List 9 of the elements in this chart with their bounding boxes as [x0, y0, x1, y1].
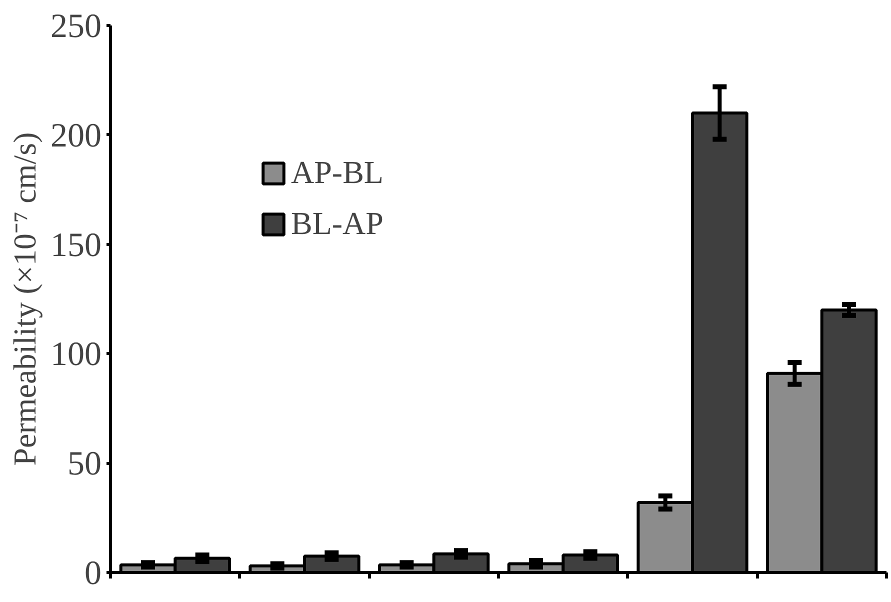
y-tick-label: 100: [50, 336, 102, 374]
y-tick-label: 0: [84, 555, 102, 592]
legend-label: BL-AP: [291, 205, 384, 242]
y-tick-label: 200: [50, 117, 102, 154]
y-tick-label: 50: [68, 446, 102, 483]
y-axis-title: Permeability (×10⁻⁷ cm/s): [6, 132, 42, 466]
y-tick-label: 250: [50, 8, 102, 45]
legend-label: AP-BL: [291, 154, 384, 191]
y-tick-label: 150: [50, 226, 102, 264]
